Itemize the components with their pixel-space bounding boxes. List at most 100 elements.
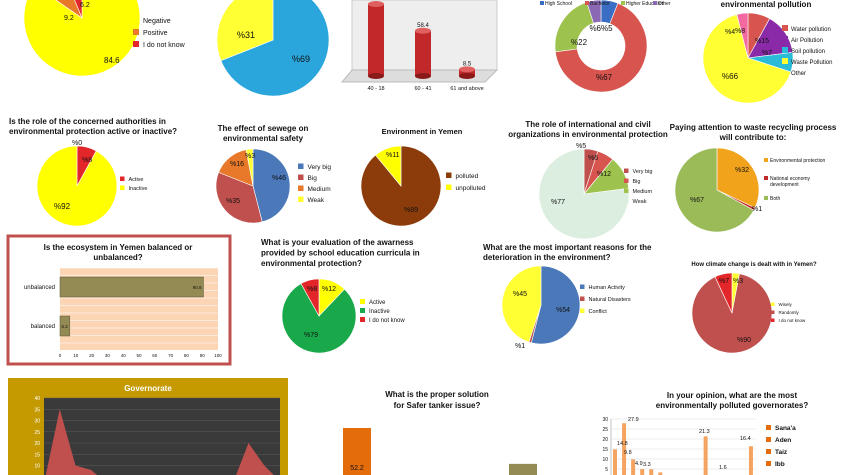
c17-bar [640, 469, 645, 475]
c9-legend-swatch [624, 178, 629, 183]
c7-legend-label: Medium [308, 186, 331, 193]
c14-legend-swatch [771, 310, 775, 314]
c14-legend-swatch [771, 302, 775, 306]
c5-legend-swatch [782, 25, 788, 31]
c7-legend-label: Big [308, 175, 318, 182]
data-label: 84.6 [104, 56, 120, 65]
c5-legend-label: Air Pollution [791, 38, 823, 44]
tick-label: 20 [89, 353, 95, 358]
data-label: %92 [54, 202, 71, 211]
chart-title: provided by school education curricula i… [261, 249, 420, 258]
c1-pie [23, 0, 141, 77]
chart-title: deterioration in the environment? [483, 253, 611, 262]
c17-bar [748, 446, 753, 475]
data-label: %1 [515, 343, 525, 350]
c7-pie [215, 148, 291, 224]
c4-legend-label: Bachelor [590, 1, 610, 7]
c1-legend-swatch [133, 17, 139, 23]
data-label: %3 [733, 278, 743, 285]
data-label: %32 [735, 167, 749, 174]
c2-pie [216, 0, 330, 97]
c1-legend-swatch [133, 41, 139, 47]
chart-title: In your opinion, what are the most [667, 391, 798, 400]
c3-bar-top [415, 27, 431, 34]
c4-legend-swatch [585, 1, 589, 5]
c10-slice [674, 147, 755, 233]
c14-legend-label: Wisely [779, 302, 793, 307]
data-label: %77 [551, 199, 565, 206]
c12-slice [300, 278, 320, 318]
chart-title: What is your evaluation of the awarness [261, 238, 414, 247]
data-label: 14.8 [617, 441, 628, 447]
c7-legend-swatch [298, 196, 304, 202]
data-label: 3.3 [643, 462, 651, 468]
c17-legend-label: Aden [775, 437, 791, 444]
c17-bar [613, 449, 617, 475]
tick-label: 10 [34, 464, 40, 470]
c5-legend-swatch [782, 47, 788, 53]
tick-label: 20 [602, 437, 608, 443]
c12-legend-swatch [360, 317, 365, 322]
data-label: 8.5 [463, 61, 472, 67]
c9-legend-swatch [624, 198, 629, 203]
tick-label: 15 [602, 447, 608, 453]
c4-legend-label: High School [545, 1, 572, 7]
c17-bar [622, 423, 627, 475]
c17-legend-swatch [766, 437, 771, 442]
c10-legend-swatch [764, 196, 768, 200]
data-label: %89 [404, 207, 418, 214]
c13-legend-label: Natural Disasters [589, 297, 631, 303]
tick-label: 15 [34, 452, 40, 458]
c5-legend-label: Water pollution [791, 27, 831, 33]
c3-bar-base [459, 73, 475, 79]
c10-legend-label: Environmental protection [770, 158, 826, 164]
c5-legend-swatch [782, 36, 788, 42]
c13-legend-swatch [580, 308, 585, 313]
c3-bar [415, 30, 431, 77]
chart-title: How climate change is dealt with in Yeme… [691, 262, 817, 268]
c13-slice [530, 265, 581, 345]
c8-legend-swatch [446, 172, 452, 178]
chart-title: unbalanced? [93, 253, 142, 262]
tick-label: 40 [121, 353, 127, 358]
c4-slice [555, 2, 648, 93]
c8-slice [375, 145, 402, 187]
c1-legend-label: Negative [143, 18, 171, 25]
tick-label: unbalanced [24, 285, 55, 291]
c10-legend-swatch [764, 176, 768, 180]
data-label: %12 [322, 286, 336, 293]
c13-legend-swatch [580, 284, 585, 289]
tick-label: 61 and above [450, 86, 483, 92]
c14-slice [714, 272, 733, 314]
c16-bar [509, 463, 537, 475]
tick-label: 30 [105, 353, 111, 358]
c2-slice [220, 0, 330, 97]
chart-title: environmental protection? [261, 259, 362, 268]
chart-title: Environment in Yemen [382, 127, 463, 136]
c6-legend-label: Active [129, 177, 144, 183]
c9-legend-label: Big [633, 179, 641, 185]
c1-legend-swatch [133, 29, 139, 35]
data-label: %79 [304, 332, 318, 339]
c12-legend-label: Active [369, 300, 386, 306]
c1-legend-label: Positive [143, 30, 168, 37]
c5-legend-swatch [782, 58, 788, 64]
data-label: 21.3 [699, 429, 710, 435]
tick-label: 25 [602, 427, 608, 433]
c14-legend-swatch [771, 318, 775, 322]
c10-legend-label: National economy [770, 176, 811, 182]
data-label: %8 [735, 28, 745, 35]
data-label: %31 [237, 30, 255, 40]
chart-title: Is the role of the concerned authorities… [9, 117, 166, 126]
c8-pie [360, 145, 442, 227]
c13-legend-swatch [580, 296, 585, 301]
c7-legend-swatch [298, 185, 304, 191]
tick-label: 10 [73, 353, 79, 358]
c7-legend-label: Very big [308, 164, 332, 171]
c3-bar-base [415, 73, 431, 79]
c14-legend-label: Randomly [779, 310, 800, 315]
tick-label: 5 [605, 467, 608, 473]
c17-legend-swatch [766, 461, 771, 466]
c5-legend-label: Other [791, 71, 806, 77]
